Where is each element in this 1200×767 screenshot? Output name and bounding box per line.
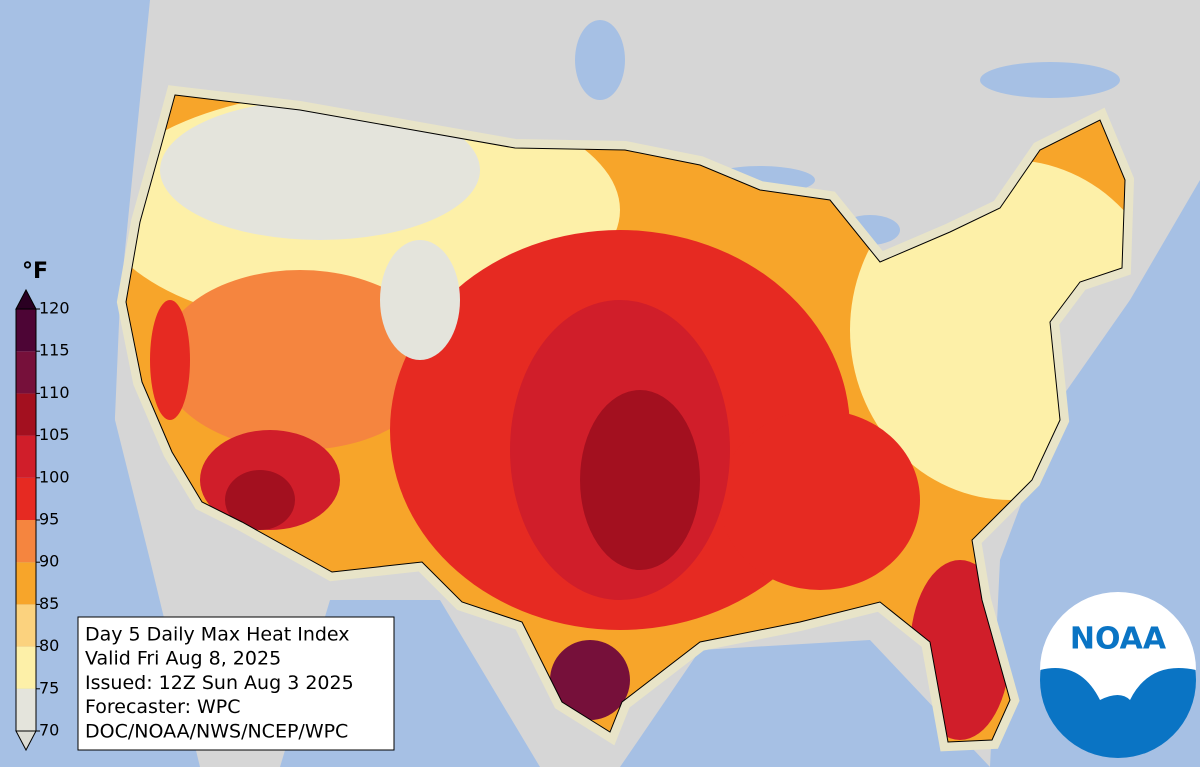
colorbar-tick-label: 75: [39, 678, 59, 697]
colorbar-segment: [16, 646, 36, 689]
colorbar-segment: [16, 477, 36, 520]
colorbar-tick-label: 80: [39, 636, 59, 655]
colorbar-segment: [16, 604, 36, 647]
colorbar: 70 75 80 85 90 95 100 105 110 115 120: [15, 288, 70, 752]
colorbar-segment: [16, 351, 36, 394]
colorbar-tick-label: 85: [39, 594, 59, 613]
noaa-logo: NOAA: [1040, 592, 1196, 758]
info-line: Issued: 12Z Sun Aug 3 2025: [85, 672, 354, 694]
logo-text: NOAA: [1070, 622, 1167, 657]
colorbar-tick-label: 120: [39, 299, 70, 318]
colorbar-tick-label: 90: [39, 552, 59, 571]
info-line: Forecaster: WPC: [85, 696, 241, 718]
info-line: Day 5 Daily Max Heat Index: [85, 624, 350, 646]
colorbar-tick-label: 95: [39, 510, 59, 529]
info-line: Valid Fri Aug 8, 2025: [85, 648, 281, 670]
logo-gull: [1040, 592, 1196, 700]
colorbar-segment: [16, 520, 36, 563]
colorbar-tick-label: 115: [39, 341, 70, 360]
colorbar-segment: [16, 309, 36, 352]
colorbar-tick-label: 110: [39, 383, 70, 402]
colorbar-segment: [16, 393, 36, 436]
colorbar-segment: [16, 562, 36, 605]
colorbar-segment: [16, 688, 36, 731]
colorbar-tick-label: 70: [39, 721, 59, 740]
colorbar-tick-label: 105: [39, 425, 70, 444]
pacific: [0, 0, 150, 767]
info-line: DOC/NOAA/NWS/NCEP/WPC: [85, 720, 348, 742]
info-frame: [77, 616, 395, 751]
colorbar-tick-label: 100: [39, 467, 70, 486]
colorbar-segment: [16, 435, 36, 478]
legend-unit: °F: [22, 259, 48, 284]
